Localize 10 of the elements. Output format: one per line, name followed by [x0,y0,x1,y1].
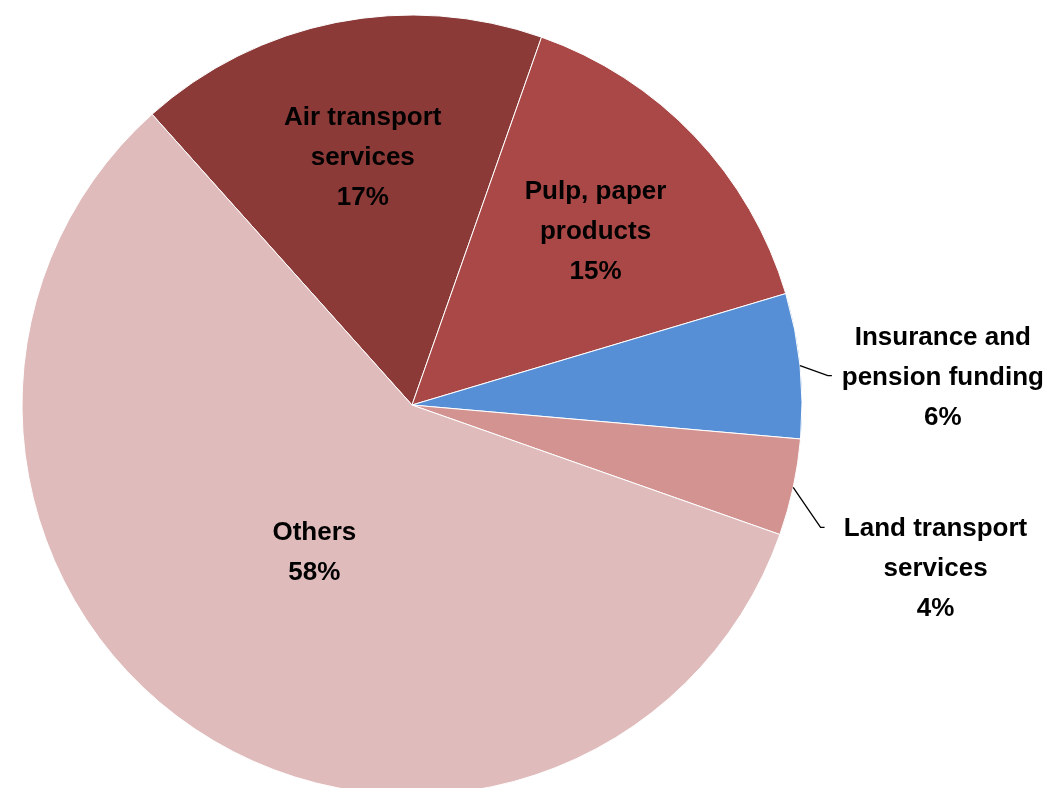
data-label: 6% [924,400,962,431]
slice-label: Land transport services [843,512,1028,583]
slice-label: Air transport services [284,101,442,172]
data-label: 4% [916,592,955,623]
slice-label: Others [272,515,357,546]
slice-label: Insurance and pension funding [841,320,1044,391]
data-label: 17% [336,181,389,212]
data-label: 15% [569,255,622,286]
slice-label: Pulp, paper products [524,175,667,246]
data-label: 58% [288,555,341,586]
